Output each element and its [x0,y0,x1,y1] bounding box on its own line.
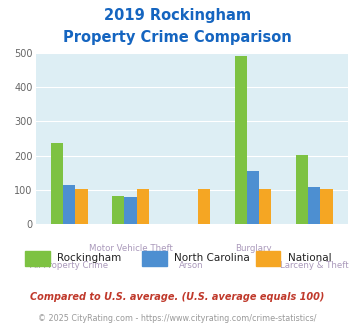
Bar [51,143,63,224]
Text: Property Crime Comparison: Property Crime Comparison [63,30,292,45]
Bar [137,189,149,224]
Text: © 2025 CityRating.com - https://www.cityrating.com/crime-statistics/: © 2025 CityRating.com - https://www.city… [38,314,317,323]
Bar [308,187,320,224]
Bar [296,155,308,224]
Bar [112,196,124,224]
Text: Rockingham: Rockingham [57,253,121,263]
Text: Larceny & Theft: Larceny & Theft [280,260,349,270]
Bar [63,185,75,224]
Text: All Property Crime: All Property Crime [30,260,108,270]
Text: Burglary: Burglary [235,244,271,253]
Text: Arson: Arson [179,260,204,270]
Text: Compared to U.S. average. (U.S. average equals 100): Compared to U.S. average. (U.S. average … [30,292,325,302]
Text: Motor Vehicle Theft: Motor Vehicle Theft [88,244,173,253]
Bar [124,197,137,224]
Text: 2019 Rockingham: 2019 Rockingham [104,8,251,23]
Bar [198,189,210,224]
Bar [259,189,271,224]
Text: National: National [288,253,331,263]
Bar [320,189,333,224]
Bar [235,55,247,224]
Bar [247,171,259,224]
Text: North Carolina: North Carolina [174,253,250,263]
Bar [75,189,88,224]
